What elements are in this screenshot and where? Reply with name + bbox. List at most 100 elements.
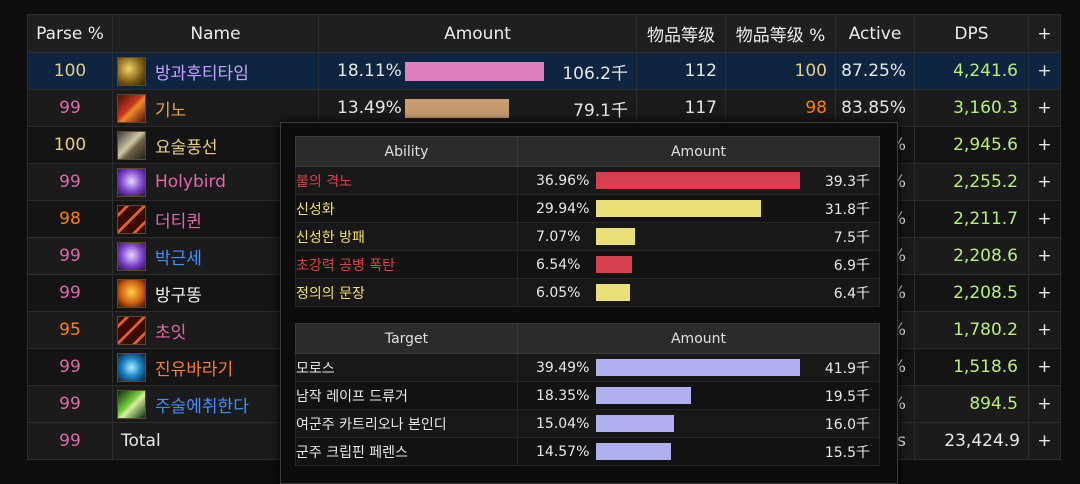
player-name-cell[interactable]: 방과후티타임 [112,52,319,90]
dps-value: 2,208.5 [914,274,1029,312]
add-button[interactable]: + [1028,163,1061,201]
ability-row-percent: 6.05% [536,284,581,301]
add-button[interactable]: + [1028,89,1061,127]
column-header-dps[interactable]: DPS [914,14,1029,53]
amount-value: 79.1千 [573,100,628,121]
add-button[interactable]: + [1028,126,1061,164]
dps-value: 2,211.7 [914,200,1029,238]
player-name-wrap: 요술풍선 [113,127,318,163]
player-name[interactable]: 주술에취한다 [155,396,249,417]
ability-row-amount: 6.4千 [833,285,870,302]
active-percent: 83.85% [835,89,915,127]
player-name[interactable]: 방과후티타임 [155,63,249,84]
player-name[interactable]: 요술풍선 [155,137,218,158]
add-button[interactable]: + [1028,385,1061,423]
target-row-amount-cell: 18.35% 19.5千 [517,381,880,410]
add-button[interactable]: + [1028,348,1061,386]
breakdown-tooltip: Ability Amount 불의 격노 36.96% 39.3千 신성화 29.94%… [280,122,898,484]
column-header-parse[interactable]: Parse % [27,14,113,53]
parse-percent: 99 [27,163,113,201]
add-button[interactable]: + [1028,237,1061,275]
ability-row-amount-wrap: 6.54% 6.9千 [518,251,879,278]
target-row[interactable]: 군주 크립핀 페렌스 14.57% 15.5千 [295,437,880,466]
amount-percent: 13.49% [337,98,402,118]
target-row-name: 남작 레이프 드류거 [295,381,518,410]
player-name[interactable]: 기노 [155,100,187,121]
ability-row[interactable]: 정의의 문장 6.05% 6.4千 [295,278,880,307]
item-level-percent: 100 [725,52,836,90]
item-level: 112 [636,52,726,90]
ability-row-name: 정의의 문장 [295,278,518,307]
target-row[interactable]: 남작 레이프 드류거 18.35% 19.5千 [295,381,880,410]
target-row[interactable]: 여군주 카트리오나 본인디 15.04% 16.0千 [295,409,880,438]
target-row-amount: 19.5千 [824,388,870,405]
dps-value: 2,945.6 [914,126,1029,164]
column-header-ilvl[interactable]: 物品等级 [636,14,726,53]
ability-table: Ability Amount 불의 격노 36.96% 39.3千 신성화 29.94%… [295,136,880,307]
parse-percent: 99 [27,348,113,386]
column-header-ilvl-pct[interactable]: 物品等级 % [725,14,836,53]
table-row[interactable]: 100 방과후티타임 18.11% 106.2千 112 100 87.25% 4,241.6… [27,52,1061,90]
target-row-bar [596,359,800,376]
target-row-name: 군주 크립핀 페렌스 [295,437,518,466]
target-row-bar [596,415,674,432]
add-button[interactable]: + [1028,52,1061,90]
player-name[interactable]: 방구똥 [155,285,202,306]
add-button[interactable]: + [1028,311,1061,349]
target-row-amount-cell: 14.57% 15.5千 [517,437,880,466]
ability-column-header: Ability [295,136,518,167]
dps-value: 2,255.2 [914,163,1029,201]
player-name-wrap: 방과후티타임 [113,53,318,89]
dps-value: 4,241.6 [914,52,1029,90]
ability-row-amount-wrap: 6.05% 6.4千 [518,279,879,306]
player-name[interactable]: 진유바라기 [155,359,234,380]
add-button[interactable]: + [1028,274,1061,312]
add-button[interactable]: + [1028,200,1061,238]
amount-wrap: 13.49% 79.1千 [319,90,636,126]
target-row-amount-wrap: 39.49% 41.9千 [518,354,879,381]
target-table: Target Amount 모로스 39.49% 41.9千 남작 레이프 드류거 18… [295,323,880,466]
target-row-amount: 41.9千 [824,360,870,377]
column-header-amount[interactable]: Amount [318,14,637,53]
column-header-active[interactable]: Active [835,14,915,53]
column-header-name[interactable]: Name [112,14,319,53]
ability-row[interactable]: 신성한 방패 7.07% 7.5千 [295,222,880,251]
target-row-name: 모로스 [295,353,518,382]
dps-value: 894.5 [914,385,1029,423]
target-row-percent: 39.49% [536,359,590,376]
target-row[interactable]: 모로스 39.49% 41.9千 [295,353,880,382]
class-icon [117,352,146,382]
table-row[interactable]: 99 기노 13.49% 79.1千 117 98 83.85% 3,160.3 + [27,89,1061,127]
target-row-amount-cell: 39.49% 41.9千 [517,353,880,382]
player-name[interactable]: 더티퀸 [155,211,202,232]
dps-value: 3,160.3 [914,89,1029,127]
item-level: 117 [636,89,726,127]
amount-bar [405,98,509,118]
column-header-add[interactable]: + [1028,14,1061,53]
parse-percent: 100 [27,52,113,90]
class-icon [117,93,146,123]
player-name[interactable]: 박근세 [155,248,202,269]
ability-amount-column-header: Amount [517,136,880,167]
ability-row-percent: 6.54% [536,256,581,273]
dps-value: 1,780.2 [914,311,1029,349]
amount-wrap: 18.11% 106.2千 [319,53,636,89]
ability-row-percent: 7.07% [536,228,581,245]
ability-row[interactable]: 불의 격노 36.96% 39.3千 [295,166,880,195]
player-name-cell[interactable]: 기노 [112,89,319,127]
ability-table-header: Ability Amount [295,136,880,167]
ability-row[interactable]: 초강력 공병 폭탄 6.54% 6.9千 [295,250,880,279]
player-name[interactable]: Holybird [155,172,226,192]
target-row-bar [596,443,672,460]
ability-row-amount-cell: 6.54% 6.9千 [517,250,880,279]
add-button[interactable]: + [1028,422,1061,460]
player-name[interactable]: 초잇 [155,322,187,343]
parse-percent: 99 [27,385,113,423]
dps-value: 2,208.6 [914,237,1029,275]
player-name-wrap: 기노 [113,90,318,126]
dps-value: 1,518.6 [914,348,1029,386]
ability-row[interactable]: 신성화 29.94% 31.8千 [295,194,880,223]
target-row-amount-cell: 15.04% 16.0千 [517,409,880,438]
class-icon [117,167,146,197]
class-icon [117,315,146,345]
